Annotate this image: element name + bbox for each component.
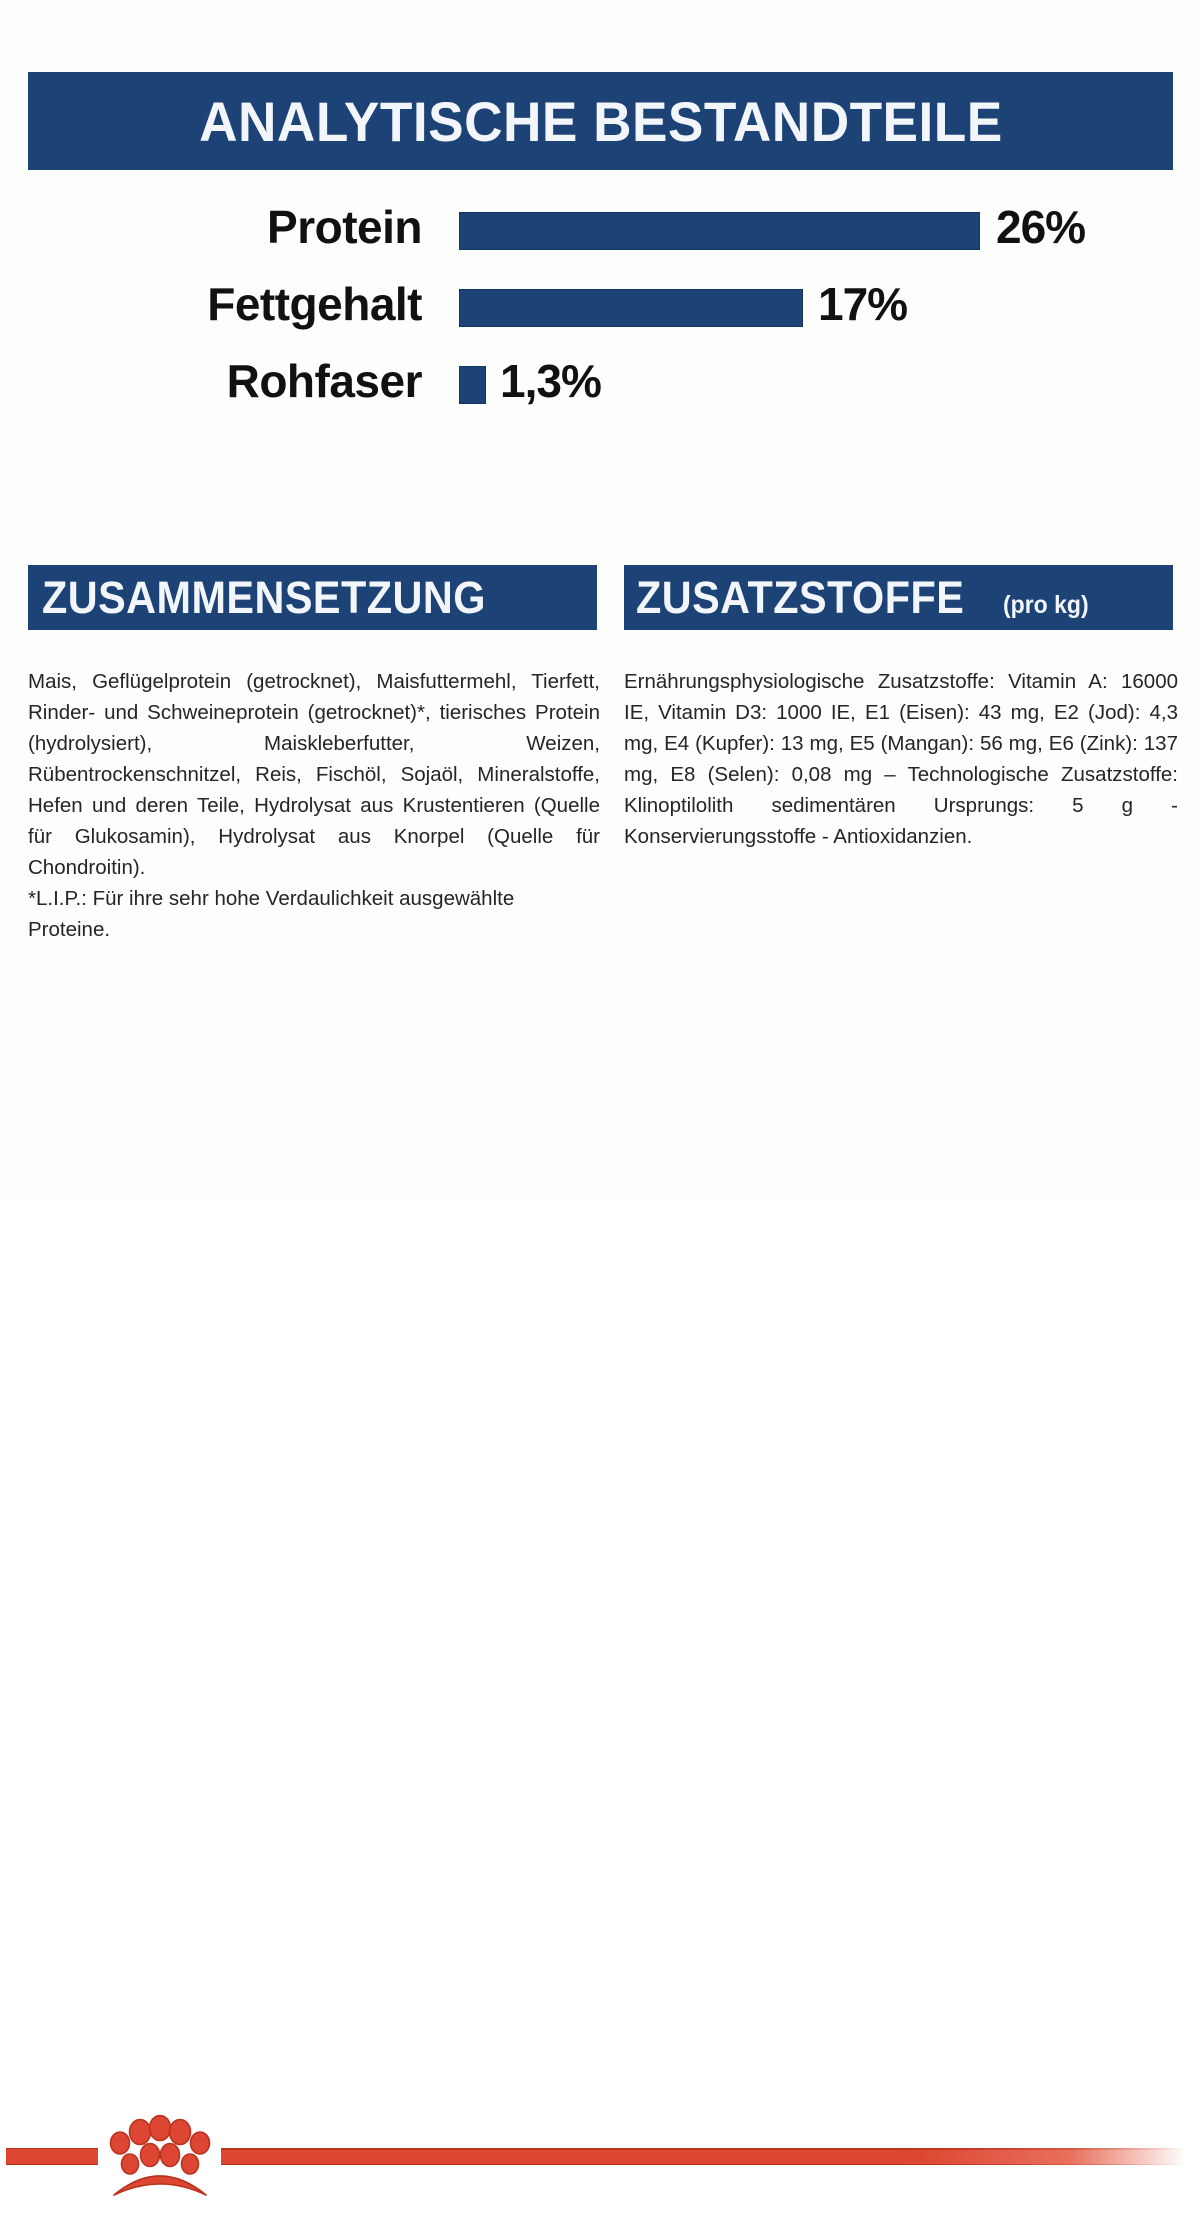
bar-label-rohfaser: Rohfaser (226, 355, 423, 407)
composition-footnote: *L.I.P.: Für ihre sehr hohe Verdaulichke… (28, 887, 515, 941)
product-info-page: ANALYTISCHE BESTANDTEILE Protein 26% Fet… (0, 72, 1200, 2196)
additives-heading-suffix: (pro kg) (1002, 590, 1089, 619)
additives-heading-row: ZUSATZSTOFFE (pro kg) (636, 572, 1096, 624)
bar-fill-fettgehalt (459, 289, 803, 327)
composition-heading: ZUSAMMENSETZUNG (42, 571, 486, 623)
page-title: ANALYTISCHE BESTANDTEILE (198, 89, 1003, 153)
bar-value-protein: 26% (996, 201, 1086, 253)
bar-track-rohfaser (459, 366, 486, 404)
chart-row-protein: Protein 26% (0, 196, 1200, 258)
bar-track-fettgehalt (459, 289, 803, 327)
composition-text-block: Mais, Geflügelprotein (getrocknet), Mais… (28, 666, 600, 945)
bar-value-fettgehalt: 17% (818, 278, 908, 330)
bar-label-fettgehalt: Fettgehalt (207, 278, 422, 330)
composition-banner: ZUSAMMENSETZUNG (28, 565, 597, 630)
composition-text: Mais, Geflügelprotein (getrocknet), Mais… (28, 670, 600, 879)
additives-text-block: Ernährungsphysiologische Zusatzstoffe: V… (624, 666, 1178, 852)
analytical-constituents-chart: Protein 26% Fettgehalt 17% Rohfaser 1,3% (0, 196, 1200, 426)
analytical-constituents-banner: ANALYTISCHE BESTANDTEILE (28, 72, 1173, 170)
additives-heading: ZUSATZSTOFFE (636, 571, 965, 623)
bar-track-protein (459, 212, 980, 250)
footer-rule-right (221, 2148, 1186, 2165)
chart-row-rohfaser: Rohfaser 1,3% (0, 350, 1200, 412)
bar-fill-rohfaser (459, 366, 486, 404)
bar-fill-protein (459, 212, 980, 250)
additives-text: Ernährungsphysiologische Zusatzstoffe: V… (624, 670, 1178, 848)
brand-footer (0, 1055, 1200, 2196)
bar-value-rohfaser: 1,3% (500, 355, 602, 407)
footer-rule-left (6, 2148, 98, 2165)
bar-label-protein: Protein (267, 201, 422, 253)
additives-banner: ZUSATZSTOFFE (pro kg) (624, 565, 1173, 630)
royal-canin-crown-icon (109, 2114, 211, 2196)
chart-row-fettgehalt: Fettgehalt 17% (0, 273, 1200, 335)
